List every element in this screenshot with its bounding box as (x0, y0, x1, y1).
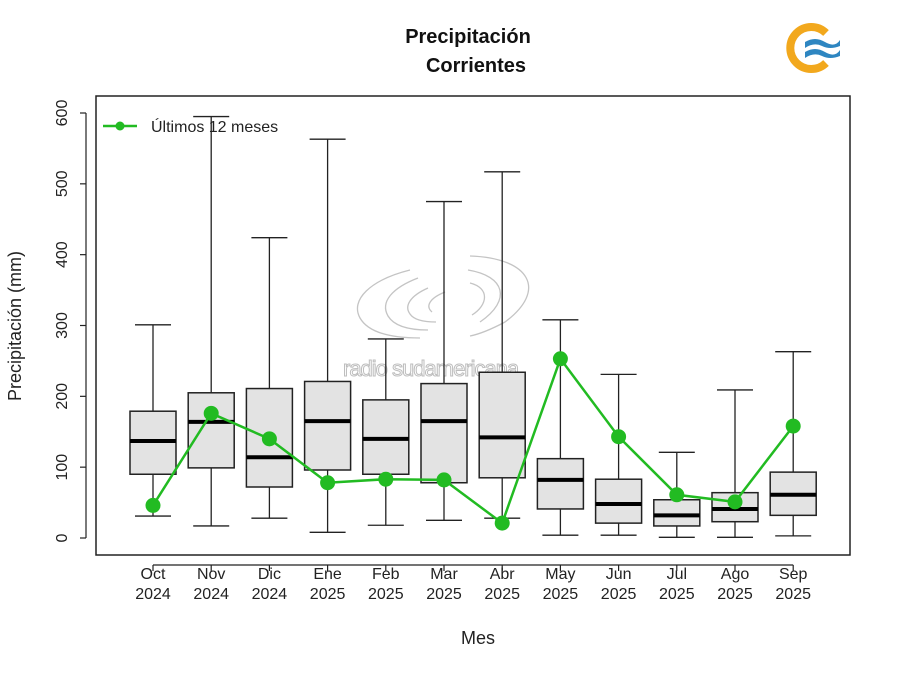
y-tick-label: 600 (54, 100, 71, 127)
x-tick-label-month: Mar (430, 566, 458, 583)
x-tick-label-month: Sep (779, 566, 808, 583)
y-axis-label: Precipitación (mm) (5, 251, 25, 401)
y-tick-label: 300 (54, 312, 71, 339)
x-tick-label-year: 2025 (426, 586, 462, 603)
x-tick-label-month: Ene (313, 566, 342, 583)
x-tick-label-month: Abr (490, 566, 516, 583)
box-may (536, 319, 585, 536)
box-dic (245, 237, 294, 519)
y-tick-label: 200 (54, 383, 71, 410)
watermark-arc (407, 287, 437, 323)
x-tick-label-month: Ago (721, 566, 750, 583)
logo-ring (786, 23, 829, 73)
watermark-arc (428, 291, 446, 313)
box-jul (653, 451, 701, 538)
watermark-arc (469, 255, 530, 337)
data-point (203, 405, 219, 421)
x-axis: Oct 2024 Nov 2024 Dic 2024 Ene 2025 Feb 2025 Mar 20… (135, 564, 811, 603)
logo-wave-bottom (805, 49, 840, 58)
watermark-arc (356, 269, 421, 339)
x-tick-label-year: 2025 (717, 586, 753, 603)
data-point (320, 475, 336, 491)
legend-marker (115, 121, 125, 131)
iqr-box (187, 392, 235, 469)
x-tick-label-month: Nov (197, 566, 225, 583)
y-tick-label: 100 (54, 454, 71, 481)
plot-frame (95, 95, 851, 556)
iqr-box (478, 371, 526, 479)
box-abr (478, 171, 526, 519)
data-point (494, 515, 510, 531)
box-jun (594, 373, 643, 536)
logo-wave-top (805, 39, 840, 48)
data-point (436, 472, 452, 488)
chart-subtitle: Corrientes (426, 55, 526, 77)
iqr-box (536, 457, 585, 510)
x-tick-label-year: 2025 (775, 586, 811, 603)
legend: Últimos 12 meses (103, 117, 278, 136)
data-point (378, 471, 394, 487)
data-point (611, 429, 627, 445)
x-tick-label-year: 2025 (368, 586, 404, 603)
x-tick-label-year: 2025 (659, 586, 695, 603)
box-oct (129, 324, 177, 517)
x-tick-label-year: 2025 (543, 586, 579, 603)
box-ene (303, 138, 352, 533)
iqr-box (303, 380, 352, 471)
x-tick-label-month: Jul (667, 566, 687, 583)
series-line (151, 356, 795, 526)
watermark-arc (469, 282, 486, 316)
x-tick-label-month: Oct (141, 566, 166, 583)
x-tick-label-year: 2025 (601, 586, 637, 603)
box-sep (769, 351, 817, 537)
watermark-arc (467, 269, 501, 323)
box-nov (187, 115, 235, 527)
watermark: radio sudamericana (343, 255, 530, 382)
legend-label: Últimos 12 meses (151, 117, 278, 136)
x-tick-label-month: Dic (258, 566, 281, 583)
x-tick-label-year: 2024 (252, 586, 288, 603)
data-point (727, 494, 743, 510)
x-tick-label-month: Jun (606, 566, 632, 583)
x-axis-label: Mes (461, 628, 495, 648)
chart-title: Precipitación (405, 26, 531, 48)
x-tick-label-year: 2025 (484, 586, 520, 603)
logo-icon (786, 23, 840, 73)
y-tick-label: 400 (54, 241, 71, 268)
data-point (145, 497, 161, 513)
iqr-box (420, 382, 468, 484)
data-point (669, 487, 685, 503)
y-tick-label: 500 (54, 170, 71, 197)
data-point (785, 418, 801, 434)
plot-area (129, 115, 817, 538)
x-tick-label-month: Feb (372, 566, 400, 583)
x-tick-label-month: May (545, 566, 575, 583)
series-ultimos-12-meses (145, 351, 801, 531)
data-point (261, 431, 277, 447)
x-tick-label-year: 2024 (135, 586, 171, 603)
data-point (552, 351, 568, 367)
watermark-arc (385, 277, 429, 331)
iqr-box (594, 478, 643, 524)
watermark-swirl-icon (356, 255, 530, 339)
y-tick-label: 0 (54, 533, 71, 542)
box-mar (420, 200, 468, 521)
x-tick-label-year: 2024 (193, 586, 229, 603)
x-tick-label-year: 2025 (310, 586, 346, 603)
y-axis: 0 100 200 300 400 500 600 (54, 100, 87, 542)
box-ago (711, 389, 759, 538)
iqr-box (653, 499, 701, 527)
